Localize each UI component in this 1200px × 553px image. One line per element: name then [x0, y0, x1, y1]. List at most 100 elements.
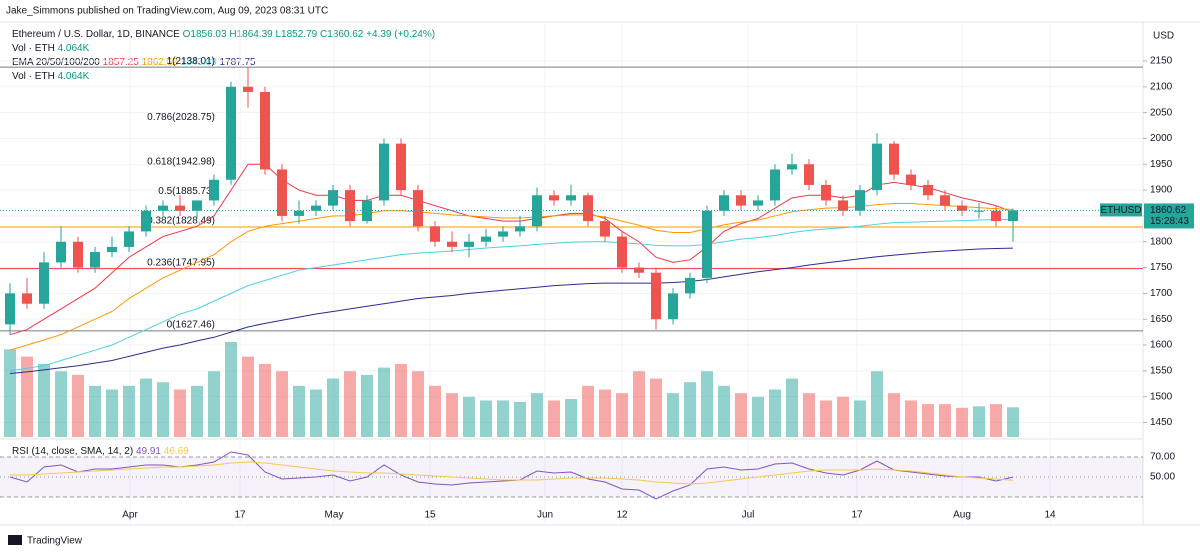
rsi-tick-label: 50.00 — [1150, 472, 1175, 483]
volume-bar — [548, 400, 560, 437]
symbol: Ethereum / U.S. Dollar, 1D, BINANCE — [12, 29, 180, 40]
candle-body — [600, 221, 610, 237]
volume-bar — [990, 404, 1002, 437]
x-tick-label: May — [325, 510, 344, 521]
candle-body — [804, 164, 814, 185]
volume-bar — [769, 389, 781, 437]
volume-bar — [514, 401, 526, 437]
candle-body — [515, 226, 525, 232]
volume-bar — [616, 393, 628, 437]
volume-bar — [956, 407, 968, 437]
volume-bar — [174, 389, 186, 437]
volume-bar — [89, 385, 101, 437]
candle-body — [464, 241, 474, 247]
countdown: 15:28:43 — [1150, 216, 1189, 227]
volume-bar — [55, 371, 67, 437]
rsi-value: 49.91 — [136, 446, 161, 457]
candle-body — [770, 169, 780, 201]
symbol-tag — [1100, 203, 1142, 217]
candle-body — [243, 86, 253, 92]
ema-value: 1787.75 — [219, 57, 256, 68]
volume-bar — [735, 393, 747, 437]
volume-bar — [650, 378, 662, 437]
ohlc: L1852.79 — [276, 29, 318, 40]
candle-body — [73, 241, 83, 268]
y-tick-label: 1900 — [1150, 185, 1173, 196]
volume-bar — [837, 396, 849, 437]
candle-body — [923, 184, 933, 196]
logo — [8, 535, 22, 545]
candle-body — [107, 246, 117, 253]
symbol-legend: Ethereum / U.S. Dollar, 1D, BINANCE O185… — [12, 29, 435, 40]
volume-bar — [582, 385, 594, 437]
footer: TradingView — [27, 536, 83, 547]
y-tick-label: 1450 — [1150, 417, 1173, 428]
x-tick-label: Apr — [122, 510, 138, 521]
rsi-ma-line — [10, 461, 1014, 485]
candle-body — [90, 252, 100, 268]
x-tick-label: Aug — [953, 510, 971, 521]
publisher: Jake_Simmons published on TradingView.co… — [6, 6, 328, 17]
volume-bar — [599, 389, 611, 437]
candle-body — [549, 195, 559, 201]
candle-body — [634, 267, 644, 273]
rsi-tick-label: 70.00 — [1150, 452, 1175, 463]
ema-legend: EMA 20/50/100/200 1857.25 1862.62 1843.0… — [12, 57, 256, 68]
candle-body — [702, 210, 712, 278]
x-tick-label: 17 — [234, 510, 246, 521]
candle-body — [175, 205, 185, 211]
volume-bar — [310, 389, 322, 437]
candle-body — [651, 272, 661, 320]
candle-body — [56, 241, 66, 263]
ohlc: +4.39 (+0.24%) — [366, 29, 435, 40]
volume-bar — [395, 363, 407, 437]
volume-bar — [106, 389, 118, 437]
fib-label: 0(1627.46) — [167, 319, 215, 330]
grid — [0, 22, 1143, 525]
y-tick-label: 2150 — [1150, 56, 1173, 67]
ohlc: H1864.39 — [229, 29, 273, 40]
volume-bar — [38, 363, 50, 437]
y-tick-label: 1600 — [1150, 340, 1173, 351]
ema-value: 1862.62 — [142, 57, 179, 68]
candle-body — [328, 190, 338, 206]
volume-bar — [633, 371, 645, 437]
candle-body — [957, 205, 967, 211]
candle-body — [719, 195, 729, 211]
x-tick-label: 14 — [1044, 510, 1056, 521]
volume-bar — [412, 371, 424, 437]
volume-bar — [565, 399, 577, 437]
candle-body — [940, 195, 950, 206]
candle-body — [787, 164, 797, 170]
volume-bar — [21, 356, 33, 437]
y-tick-label: 2000 — [1150, 133, 1173, 144]
candle-body — [311, 205, 321, 211]
ema-line — [9, 247, 1014, 374]
x-tick-label: Jun — [537, 510, 553, 521]
candle-body — [39, 262, 49, 304]
candle-body — [583, 195, 593, 222]
fib-label: 0.5(1885.73) — [158, 186, 215, 197]
y-tick-label: 1800 — [1150, 236, 1173, 247]
vol-legend: Vol · ETH 4.064K — [12, 43, 90, 54]
candle-body — [685, 277, 695, 294]
volume-bar — [208, 371, 220, 437]
ema-line — [9, 163, 1014, 336]
candle-body — [855, 190, 865, 211]
volume-bar — [803, 393, 815, 437]
x-tick-label: 15 — [424, 510, 436, 521]
candle-body — [209, 179, 219, 201]
fib-label: 0.618(1942.98) — [147, 157, 215, 168]
candle-body — [277, 169, 287, 216]
candle-body — [260, 91, 270, 170]
ema-line — [9, 218, 1014, 372]
candle-body — [889, 143, 899, 175]
volume-bar — [973, 406, 985, 437]
volume-bar — [667, 393, 679, 437]
volume-bar — [327, 378, 339, 437]
volume-bar — [701, 371, 713, 437]
y-tick-label: 1650 — [1150, 314, 1173, 325]
volume-bar — [922, 404, 934, 437]
candle-body — [753, 200, 763, 206]
